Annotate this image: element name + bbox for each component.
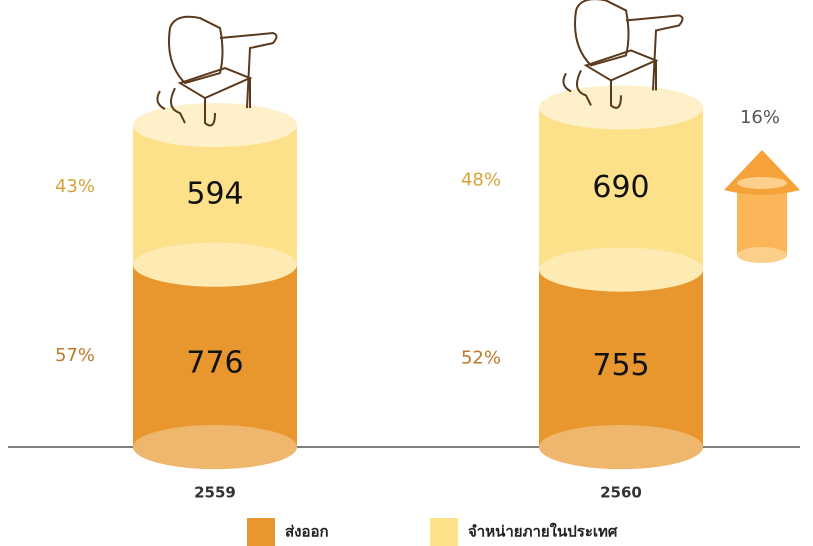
value-label: 776: [186, 345, 243, 380]
cylinder-base: [133, 425, 297, 469]
chair-part: [583, 49, 659, 82]
chair-part: [576, 60, 657, 109]
chair-part: [574, 0, 630, 67]
legend-swatch: [247, 518, 275, 546]
cylinder-joint: [539, 247, 703, 292]
legend-label: ส่งออก: [285, 523, 329, 541]
share-label: 52%: [461, 347, 501, 368]
x-tick-label: 2559: [194, 484, 236, 502]
arrow-base: [737, 247, 787, 263]
cylinder-segment: [133, 264, 297, 469]
cylinder-top: [133, 103, 297, 148]
chair-part: [170, 78, 251, 127]
share-label: 57%: [55, 345, 95, 366]
chair-part: [562, 72, 572, 93]
share-label: 48%: [461, 170, 501, 191]
value-label: 690: [592, 170, 649, 205]
chair-icon: [562, 0, 684, 109]
growth-arrow: [724, 150, 800, 263]
chair-icon: [156, 15, 278, 127]
arrow-top: [737, 177, 787, 189]
value-label: 594: [186, 176, 243, 211]
chair-part: [177, 66, 253, 100]
cylinder-segment: [539, 107, 703, 292]
cylinder-joint: [133, 242, 297, 287]
chair-part: [219, 32, 278, 109]
growth-label: 16%: [740, 107, 780, 128]
legend-label: จำหน่ายภายในประเทศ: [468, 523, 618, 541]
x-tick-label: 2560: [600, 484, 642, 502]
cylinder-top: [539, 85, 703, 130]
cylinder-segment: [539, 269, 703, 469]
cylinder-base: [539, 425, 703, 469]
value-label: 755: [592, 348, 649, 383]
share-label: 43%: [55, 176, 95, 197]
chair-part: [156, 90, 166, 110]
chair-part: [168, 15, 224, 85]
legend-swatch: [430, 518, 458, 546]
chair-part: [625, 14, 684, 91]
